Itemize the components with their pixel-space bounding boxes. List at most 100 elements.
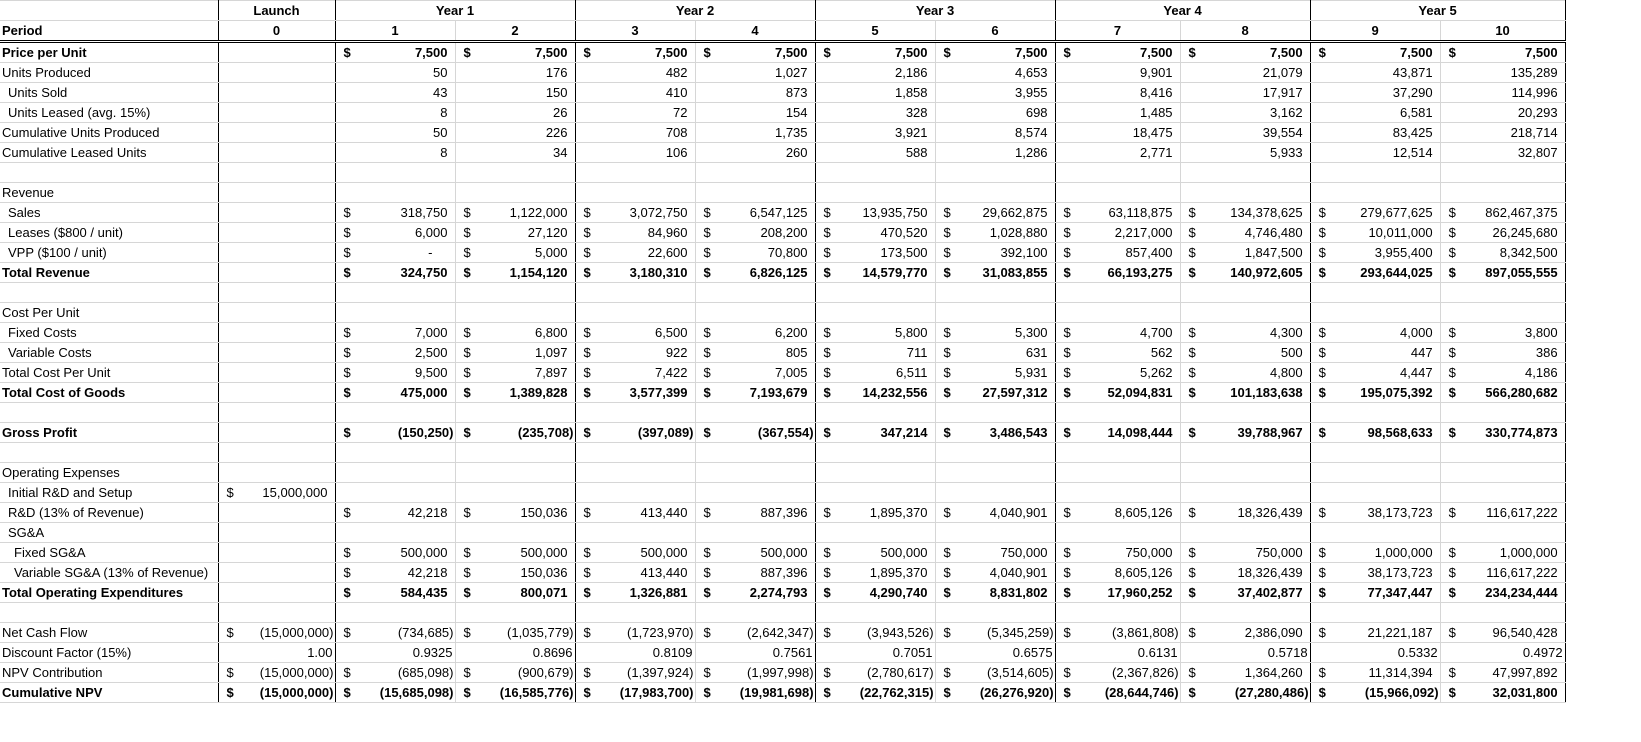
value-cell[interactable]: $1,097 [454,342,576,363]
value-cell[interactable]: $14,232,556 [814,382,936,403]
period-cell[interactable]: 5 [814,20,936,43]
value-cell[interactable]: $500 [1179,342,1311,363]
value-cell[interactable]: $260 [694,142,816,163]
value-cell[interactable] [814,602,936,623]
value-cell[interactable]: $1,895,370 [814,562,936,583]
value-cell[interactable]: $7,193,679 [694,382,816,403]
value-cell[interactable]: $1,364,260 [1179,662,1311,683]
value-cell[interactable] [934,162,1056,183]
value-cell[interactable]: $ (2,780,617) [814,662,936,683]
value-cell[interactable]: $15,000,000 [217,482,336,503]
value-cell[interactable] [1179,282,1311,303]
value-cell[interactable]: $150,036 [454,502,576,523]
value-cell[interactable]: $43 [334,82,456,103]
value-cell[interactable]: $1,000,000 [1309,542,1441,563]
value-cell[interactable]: $2,217,000 [1054,222,1181,243]
row-label-cell[interactable]: Operating Expenses [0,462,219,483]
value-cell[interactable]: $106 [574,142,696,163]
value-cell[interactable] [694,602,816,623]
row-label-cell[interactable]: Total Revenue [0,262,219,283]
value-cell[interactable] [217,422,336,443]
value-cell[interactable] [1054,522,1181,543]
value-cell[interactable] [454,302,576,323]
value-cell[interactable]: $887,396 [694,562,816,583]
value-cell[interactable]: $4,700 [1054,322,1181,343]
value-cell[interactable]: $8 [334,102,456,123]
value-cell[interactable]: $584,435 [334,582,456,603]
value-cell[interactable] [334,302,456,323]
value-cell[interactable] [454,522,576,543]
value-cell[interactable] [454,402,576,423]
value-cell[interactable]: $6,000 [334,222,456,243]
value-cell[interactable] [1054,462,1181,483]
value-cell[interactable]: $8,605,126 [1054,562,1181,583]
value-cell[interactable]: $13,935,750 [814,202,936,223]
value-cell[interactable]: $750,000 [1054,542,1181,563]
value-cell[interactable]: $31,083,855 [934,262,1056,283]
value-cell[interactable] [1309,402,1441,423]
row-label-cell[interactable]: Fixed SG&A [0,542,219,563]
value-cell[interactable]: $83,425 [1309,122,1441,143]
value-cell[interactable]: $7,005 [694,362,816,383]
value-cell[interactable]: $21,079 [1179,62,1311,83]
value-cell[interactable] [217,602,336,623]
value-cell[interactable]: $1,389,828 [454,382,576,403]
value-cell[interactable] [1179,602,1311,623]
value-cell[interactable] [1179,522,1311,543]
value-cell[interactable] [1179,162,1311,183]
value-cell[interactable]: $37,290 [1309,82,1441,103]
row-label-cell[interactable]: SG&A [0,522,219,543]
value-cell[interactable] [334,522,456,543]
value-cell[interactable]: $500,000 [334,542,456,563]
value-cell[interactable] [217,262,336,283]
value-cell[interactable] [454,462,576,483]
value-cell[interactable]: $8,342,500 [1439,242,1566,263]
value-cell[interactable]: $708 [574,122,696,143]
value-cell[interactable]: $3,800 [1439,322,1566,343]
value-cell[interactable] [1054,482,1181,503]
value-cell[interactable] [217,82,336,103]
value-cell[interactable]: $17,917 [1179,82,1311,103]
value-cell[interactable] [334,282,456,303]
value-cell[interactable]: $447 [1309,342,1441,363]
period-cell[interactable]: 7 [1054,20,1181,43]
row-label-cell[interactable]: Units Produced [0,62,219,83]
header-launch-cell[interactable]: Launch [217,0,336,21]
value-cell[interactable] [1439,282,1566,303]
value-cell[interactable]: $17,960,252 [1054,582,1181,603]
value-cell[interactable] [1179,402,1311,423]
value-cell[interactable] [217,282,336,303]
value-cell[interactable]: $1,000,000 [1439,542,1566,563]
row-label-cell[interactable] [0,162,219,183]
value-cell[interactable] [454,602,576,623]
value-cell[interactable]: $18,475 [1054,122,1181,143]
value-cell[interactable]: $711 [814,342,936,363]
value-cell[interactable]: $ (19,981,698) [694,682,816,703]
value-cell[interactable] [694,522,816,543]
value-cell[interactable]: $ (367,554) [694,422,816,443]
value-cell[interactable] [934,302,1056,323]
value-cell[interactable] [1054,182,1181,203]
value-cell[interactable]: $38,173,723 [1309,562,1441,583]
value-cell[interactable] [814,462,936,483]
value-cell[interactable]: $116,617,222 [1439,502,1566,523]
value-cell[interactable] [1439,182,1566,203]
value-cell[interactable]: $66,193,275 [1054,262,1181,283]
value-cell[interactable]: $52,094,831 [1054,382,1181,403]
row-label-cell[interactable]: Initial R&D and Setup [0,482,219,503]
value-cell[interactable]: $ (15,000,000) [217,682,336,703]
value-cell[interactable]: $1,858 [814,82,936,103]
value-cell[interactable]: $32,031,800 [1439,682,1566,703]
value-cell[interactable]: $29,662,875 [934,202,1056,223]
period-cell[interactable]: 10 [1439,20,1566,43]
row-label-cell[interactable]: Leases ($800 / unit) [0,222,219,243]
value-cell[interactable] [814,182,936,203]
value-cell[interactable] [454,162,576,183]
value-cell[interactable] [217,41,336,63]
value-cell[interactable]: $0.8696 [454,642,576,663]
value-cell[interactable]: $8 [334,142,456,163]
period-cell[interactable]: 6 [934,20,1056,43]
value-cell[interactable]: $750,000 [934,542,1056,563]
value-cell[interactable] [454,442,576,463]
value-cell[interactable]: $413,440 [574,502,696,523]
